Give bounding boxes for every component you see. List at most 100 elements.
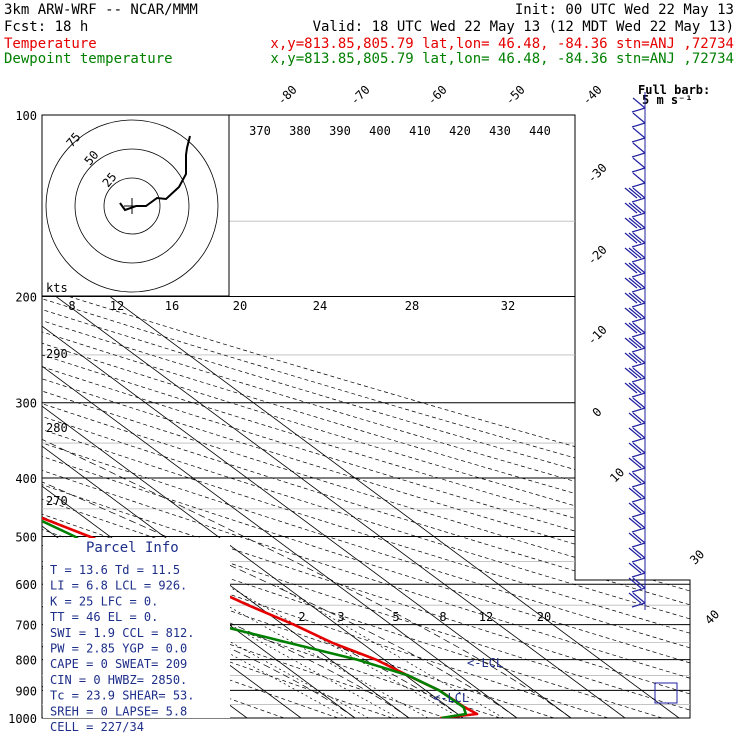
- wind-barb: [632, 487, 646, 499]
- pressure-label: 300: [15, 397, 37, 411]
- parcel-row: PW = 2.85 YGP = 0.0: [50, 642, 187, 656]
- wind-barb: [624, 292, 638, 304]
- wind-barb: [628, 187, 642, 199]
- parcel-row: T = 13.6 Td = 11.5: [50, 563, 180, 577]
- wind-barb: [624, 352, 638, 364]
- mixing-ratio-line: [224, 583, 461, 718]
- wind-barb: [628, 457, 642, 469]
- wind-barb: [632, 367, 646, 379]
- wind-barb: [632, 217, 646, 229]
- pressure-label: 100: [15, 109, 37, 123]
- wind-barb: [624, 337, 638, 349]
- wind-barb-shaft: [631, 557, 646, 563]
- mixing-ratio-line: [274, 583, 504, 718]
- wind-barb-shaft: [631, 497, 646, 503]
- dewpoint-label: Dewpoint temperature: [4, 51, 173, 67]
- wind-barb-shaft: [631, 227, 646, 233]
- wind-barbs: [624, 92, 678, 704]
- temperature-location: x,y=813.85,805.79 lat,lon= 46.48, -84.36…: [270, 36, 734, 52]
- parcel-title: Parcel Info: [86, 540, 179, 556]
- wind-barb-shaft: [631, 182, 646, 188]
- wind-barb-shaft: [631, 542, 646, 548]
- wind-barb-shaft: [631, 482, 646, 488]
- wind-barb: [624, 217, 638, 229]
- dry-adiabat-line: [42, 115, 690, 718]
- theta-e-label: 410: [409, 124, 431, 138]
- theta-e-label: 420: [449, 124, 471, 138]
- wind-barb-shaft: [631, 437, 646, 443]
- wind-barb: [632, 427, 646, 439]
- wind-barb: [632, 397, 646, 409]
- wind-barb-shaft: [631, 167, 646, 173]
- dewpoint-location: x,y=813.85,805.79 lat,lon= 46.48, -84.36…: [270, 51, 734, 67]
- wind-barb: [628, 277, 642, 289]
- wind-barb-shaft: [631, 122, 646, 128]
- wind-barb-shaft: [631, 107, 646, 113]
- wind-barb: [628, 232, 642, 244]
- isotherm-label: -60: [425, 83, 450, 108]
- isotherm-label: 30: [687, 547, 707, 567]
- wind-barb: [628, 217, 642, 229]
- dry-adiabat-line: [42, 115, 690, 718]
- wind-barb: [632, 352, 646, 364]
- wind-barb: [632, 562, 646, 574]
- pressure-label: 500: [15, 530, 37, 544]
- wind-barb: [624, 367, 638, 379]
- dry-adiabat-line: [42, 115, 690, 718]
- dry-adiabat-line: [42, 115, 690, 718]
- wind-barb: [628, 442, 642, 454]
- wind-barb-shaft: [631, 137, 646, 143]
- hodograph-trace: [119, 135, 191, 212]
- wind-barb-shaft: [631, 407, 646, 413]
- wind-barb: [624, 232, 638, 244]
- wind-barb: [632, 337, 646, 349]
- isotherm-label: -10: [585, 323, 610, 348]
- wind-barb: [632, 592, 646, 604]
- mixing-ratio-label: 3: [337, 610, 344, 624]
- wind-barb: [624, 307, 638, 319]
- mixing-ratio-line: [188, 583, 429, 718]
- wind-barb: [628, 292, 642, 304]
- wind-barb-shaft: [631, 242, 646, 248]
- pressure-label: 1000: [8, 712, 37, 726]
- init-time: Init: 00 UTC Wed 22 May 13: [515, 2, 734, 18]
- parcel-info-box: Parcel Info T = 13.6 Td = 11.5 LI = 6.8 LC…: [43, 538, 230, 734]
- wind-barb: [632, 172, 646, 184]
- wind-barb-shaft: [631, 422, 646, 428]
- hodograph-speed-label: 8: [68, 299, 75, 313]
- wind-barb: [628, 532, 642, 544]
- parcel-background: [43, 538, 230, 718]
- hodograph-speed-label: 12: [110, 299, 124, 313]
- wind-barb: [628, 202, 642, 214]
- mixing-ratio-label: 12: [479, 610, 493, 624]
- wind-barb: [628, 517, 642, 529]
- hodograph-units: kts: [46, 281, 68, 295]
- wind-barb: [628, 307, 642, 319]
- header: 3km ARW-WRF -- NCAR/MMM Init: 00 UTC Wed…: [4, 2, 734, 67]
- wind-barb: [628, 487, 642, 499]
- model-title: 3km ARW-WRF -- NCAR/MMM: [4, 2, 198, 18]
- hodograph-speed-label: 20: [233, 299, 247, 313]
- hodograph-speed-label: 24: [313, 299, 327, 313]
- lcl-marker: <-LCL: [467, 656, 503, 670]
- pressure-label: 800: [15, 654, 37, 668]
- parcel-row: K = 25 LFC = 0.: [50, 594, 158, 608]
- mixing-ratio-label: 8: [439, 610, 446, 624]
- moist-adiabat-line: [42, 220, 572, 718]
- isotherm-label: -50: [503, 83, 528, 108]
- mixing-ratio-label: 5: [392, 610, 399, 624]
- dry-adiabat-line: [42, 115, 690, 718]
- wind-barb-shaft: [631, 362, 646, 368]
- wind-barb-shaft: [631, 152, 646, 158]
- wind-barb: [624, 382, 638, 394]
- wind-barb: [632, 517, 646, 529]
- theta-label: 290: [46, 347, 68, 361]
- parcel-row: CAPE = 0 SWEAT= 209: [50, 657, 187, 671]
- isotherm-label: -80: [275, 83, 300, 108]
- isotherm-label: -40: [580, 83, 605, 108]
- wind-barb: [632, 142, 646, 154]
- wind-barb: [628, 337, 642, 349]
- parcel-row: LI = 6.8 LCL = 926.: [50, 579, 187, 593]
- wind-barb: [632, 532, 646, 544]
- wind-barb: [632, 502, 646, 514]
